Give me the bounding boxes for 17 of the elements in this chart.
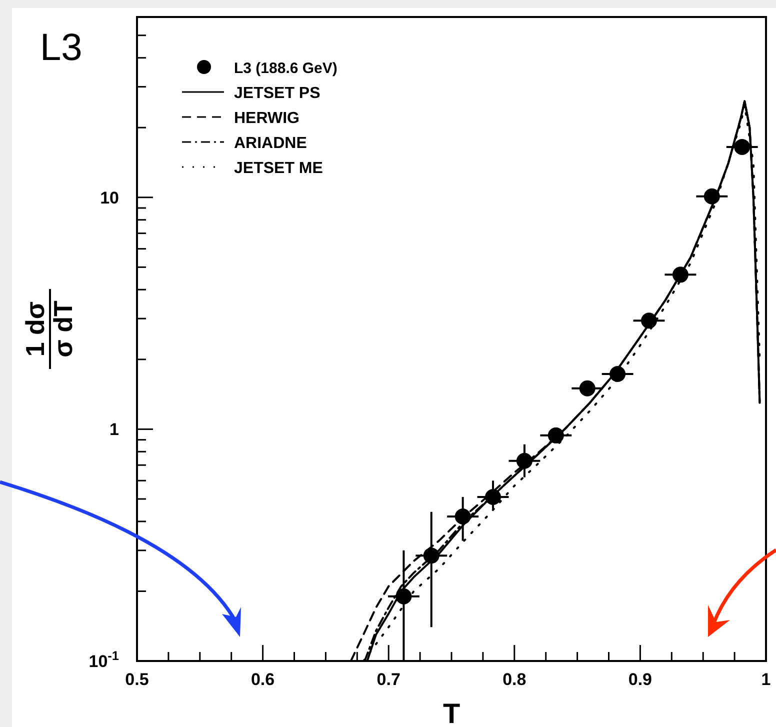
y-tick-label: 10$^{-1}$ bbox=[88, 648, 119, 671]
y-tick-label: 1 bbox=[110, 420, 119, 440]
x-tick-label: 0.6 bbox=[250, 670, 275, 689]
y-axis-title: 1 dσ σ dT bbox=[20, 300, 78, 358]
text: L3 bbox=[40, 27, 82, 69]
legend-label: JETSET ME bbox=[234, 160, 324, 177]
legend-label: JETSET PS bbox=[234, 85, 321, 102]
legend-label: L3 (188.6 GeV) bbox=[234, 60, 338, 77]
legend-label: HERWIG bbox=[234, 110, 300, 127]
x-axis-title: T bbox=[442, 698, 460, 727]
x-tick-label: 0.7 bbox=[376, 670, 400, 689]
x-tick-label: 0.5 bbox=[125, 670, 149, 689]
x-tick-label: 0.8 bbox=[502, 670, 526, 689]
x-tick-label: 1 bbox=[761, 670, 771, 689]
y-tick-label: 10 bbox=[100, 188, 119, 208]
x-tick-label: 0.9 bbox=[628, 670, 652, 689]
legend-label: ARIADNE bbox=[234, 135, 308, 152]
